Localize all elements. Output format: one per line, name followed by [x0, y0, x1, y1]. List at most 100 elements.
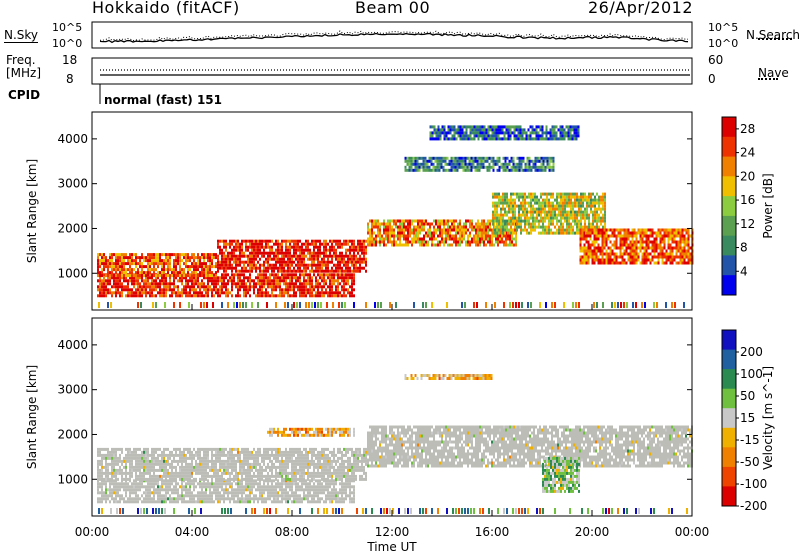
scatter-cell-band-low: [159, 282, 161, 286]
scatter-cell-band-low: [193, 276, 195, 280]
scatter-cell-band-main-late: [457, 231, 459, 235]
scatter-cell-band-top: [541, 128, 544, 132]
scatter-cell-band-upper: [498, 225, 500, 229]
scatter-cell-band-main-early: [119, 268, 121, 272]
scatter-cell-band-low: [195, 276, 197, 280]
scatter-cell-band-upper: [506, 204, 508, 208]
scatter-cell-band-high-arc: [488, 156, 491, 160]
near-range-cell: [503, 302, 505, 308]
scatter-cell-band-evening: [655, 240, 658, 244]
scatter-cell-band-low: [321, 285, 323, 289]
scatter-cell-band-main-mid: [249, 239, 251, 243]
scatter-cell-band-main-late: [479, 228, 481, 232]
scatter-cell-band-top: [563, 137, 566, 141]
scatter-cell-band-main-mid: [237, 260, 239, 264]
scatter-cell-band-low: [209, 488, 211, 492]
scatter-cell-band-main-mid: [287, 257, 289, 261]
scatter-cell-band-high-arc: [534, 156, 537, 160]
scatter-cell-band-main-early: [211, 262, 213, 266]
scatter-cell-band-upper: [530, 225, 532, 229]
scatter-cell-band-low: [185, 491, 187, 495]
scatter-cell-band-low: [139, 482, 141, 486]
scatter-cell-band-low: [157, 291, 159, 295]
scatter-cell-band-main-mid: [303, 269, 305, 273]
scatter-cell-band-high-arc: [530, 168, 533, 172]
scatter-cell-band-low: [337, 294, 339, 298]
scatter-cell-band-main-mid: [263, 263, 265, 267]
scatter-cell-band-low: [325, 282, 327, 286]
scatter-cell-band-main-late: [369, 243, 371, 247]
scatter-cell-band-evening: [589, 255, 592, 259]
scatter-cell-band-top: [443, 134, 446, 138]
scatter-cell-band-high-arc: [458, 156, 461, 160]
scatter-cell-band-low: [123, 500, 125, 504]
scatter-cell-band-low: [165, 276, 167, 280]
scatter-cell-band-main-early: [135, 274, 137, 278]
scatter-cell-band-main-late: [439, 240, 441, 244]
scatter-cell-band-main-mid: [281, 245, 283, 249]
scatter-cell-band-low: [277, 485, 279, 489]
scatter-cell-band-main-late: [515, 243, 517, 247]
scatter-cell-band-main-late: [397, 225, 399, 229]
scatter-cell-band-upper: [560, 225, 562, 229]
scatter-cell-band-top: [469, 131, 472, 135]
scatter-cell-band-low: [189, 294, 191, 298]
scatter-cell-band-low: [231, 288, 233, 292]
scatter-cell-band-upper: [588, 225, 590, 229]
scatter-cell-band-low: [273, 273, 275, 277]
scatter-cell-band-main-early: [201, 265, 203, 269]
scatter-cell-band-main-late: [445, 219, 447, 223]
scatter-cell-band-main-late: [381, 240, 383, 244]
scatter-cell-band-main-early: [193, 265, 195, 269]
scatter-cell-band-upper: [572, 213, 574, 217]
scatter-cell-band-main-early: [169, 274, 171, 278]
scatter-cell-band-low: [317, 294, 319, 298]
scatter-cell-band-evening: [615, 237, 618, 241]
scatter-cell-band-low: [349, 276, 351, 280]
near-range-cell: [221, 302, 223, 308]
scatter-cell-band-low: [225, 291, 227, 295]
scatter-cell-band-main-mid: [291, 260, 293, 264]
scatter-cell-band-top: [507, 137, 510, 141]
scatter-cell-band-main-late: [453, 240, 455, 244]
scatter-cell-band-upper: [514, 207, 516, 211]
scatter-cell-band-evening: [613, 228, 616, 232]
scatter-cell-band-high-arc: [516, 156, 519, 160]
scatter-cell-band-evening: [683, 243, 686, 247]
scatter-cell-band-low: [229, 279, 231, 283]
scatter-cell-band-evening: [583, 255, 586, 259]
near-range-cell: [341, 302, 343, 308]
scatter-cell-band-main-late: [485, 237, 487, 241]
scatter-cell-band-low: [223, 497, 225, 501]
scatter-cell-band-high-arc: [482, 165, 485, 169]
scatter-cell-band-low: [111, 494, 113, 498]
scatter-cell-band-low: [299, 276, 301, 280]
scatter-cell-band-low: [221, 276, 223, 280]
scatter-cell-band-low: [279, 288, 281, 292]
scatter-cell-band-upper: [556, 228, 558, 232]
scatter-cell-band-low: [317, 282, 319, 286]
scatter-cell-band-upper: [580, 219, 582, 223]
scatter-cell-band-low: [261, 491, 263, 495]
scatter-cell-band-low: [217, 488, 219, 492]
scatter-cell-band-evening: [605, 240, 608, 244]
scatter-cell-band-main-early: [159, 262, 161, 266]
scatter-cell-band-main-mid: [221, 266, 223, 270]
scatter-cell-band-low: [107, 279, 109, 283]
scatter-cell-band-low: [263, 291, 265, 295]
scatter-cell-band-upper: [514, 210, 516, 214]
scatter-cell-band-low: [151, 291, 153, 295]
near-range-cell: [464, 302, 466, 308]
scatter-cell-band-upper: [502, 219, 504, 223]
scatter-cell-band-low: [167, 282, 169, 286]
near-range-cell: [674, 302, 676, 308]
scatter-cell-band-upper: [520, 222, 522, 226]
scatter-cell-band-evening: [629, 261, 632, 265]
scatter-cell-band-top: [467, 137, 470, 141]
scatter-cell-band-main-mid: [289, 257, 291, 261]
scatter-cell-band-evening: [591, 252, 594, 256]
scatter-cell-band-upper: [542, 228, 544, 232]
scatter-cell-band-low: [227, 279, 229, 283]
scatter-cell-band-low: [99, 491, 101, 495]
scatter-cell-band-upper: [532, 219, 534, 223]
